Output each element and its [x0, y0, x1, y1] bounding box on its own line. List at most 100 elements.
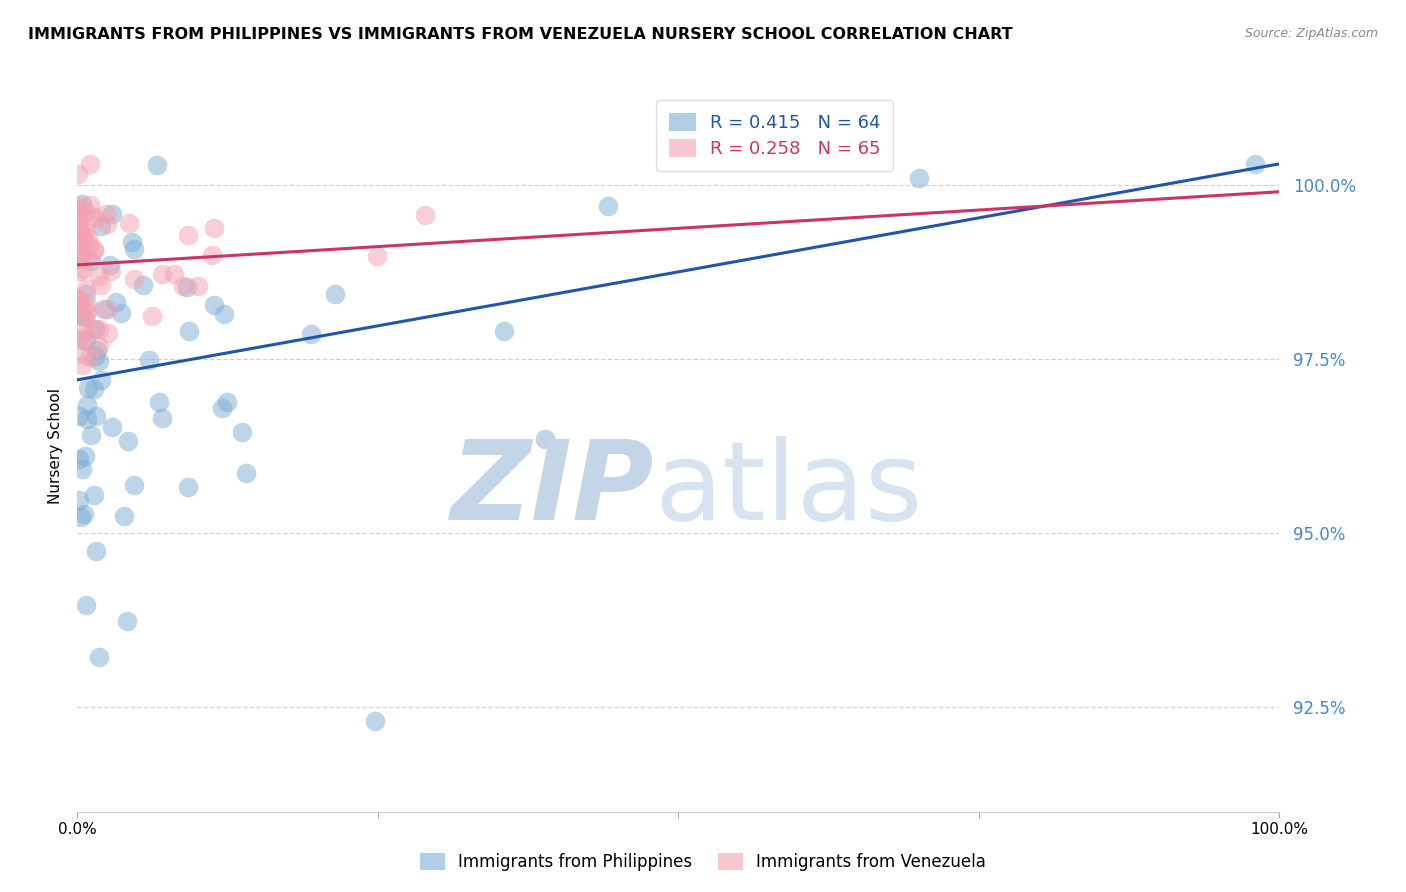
- Point: [75, 281, 97, 295]
- Point: [79, 351, 101, 365]
- Point: [492, 324, 515, 338]
- Point: [66, 292, 89, 306]
- Point: [80, 427, 103, 442]
- Point: [67, 202, 90, 217]
- Point: [115, 614, 138, 628]
- Point: [69, 331, 91, 345]
- Point: [79, 157, 101, 171]
- Point: [70, 334, 93, 348]
- Point: [177, 324, 200, 338]
- Point: [150, 410, 173, 425]
- Point: [1244, 157, 1267, 171]
- Point: [96, 206, 118, 220]
- Point: [84, 211, 107, 225]
- Point: [90, 373, 112, 387]
- Point: [73, 449, 96, 463]
- Point: [211, 401, 233, 415]
- Point: [96, 217, 118, 231]
- Point: [66, 252, 89, 267]
- Point: [118, 216, 141, 230]
- Point: [212, 307, 235, 321]
- Point: [87, 650, 110, 665]
- Point: [67, 493, 90, 508]
- Point: [299, 326, 322, 341]
- Point: [66, 199, 89, 213]
- Point: [67, 294, 90, 309]
- Point: [69, 222, 91, 236]
- Point: [110, 306, 132, 320]
- Point: [69, 510, 91, 524]
- Point: [70, 251, 93, 265]
- Point: [79, 197, 101, 211]
- Point: [146, 158, 169, 172]
- Point: [67, 409, 90, 423]
- Point: [67, 220, 90, 235]
- Point: [121, 235, 143, 249]
- Point: [908, 171, 931, 186]
- Point: [215, 394, 238, 409]
- Point: [86, 343, 108, 357]
- Point: [366, 249, 388, 263]
- Point: [66, 237, 89, 252]
- Text: ZIP: ZIP: [451, 436, 654, 543]
- Point: [124, 242, 146, 256]
- Point: [122, 478, 145, 492]
- Point: [67, 307, 90, 321]
- Point: [66, 235, 89, 249]
- Point: [77, 230, 100, 244]
- Point: [150, 268, 173, 282]
- Point: [67, 452, 90, 467]
- Point: [96, 301, 118, 316]
- Point: [364, 714, 387, 728]
- Point: [84, 409, 107, 423]
- Point: [112, 509, 135, 524]
- Point: [323, 286, 346, 301]
- Point: [87, 339, 110, 353]
- Point: [69, 297, 91, 311]
- Point: [76, 302, 98, 317]
- Point: [89, 322, 111, 336]
- Point: [83, 244, 105, 258]
- Point: [93, 302, 115, 317]
- Point: [79, 254, 101, 268]
- Point: [83, 242, 105, 256]
- Point: [70, 309, 93, 323]
- Point: [201, 248, 224, 262]
- Point: [131, 277, 153, 292]
- Legend: R = 0.415   N = 64, R = 0.258   N = 65: R = 0.415 N = 64, R = 0.258 N = 65: [657, 100, 893, 170]
- Point: [72, 262, 94, 277]
- Point: [84, 322, 107, 336]
- Point: [83, 488, 105, 502]
- Point: [73, 310, 96, 324]
- Point: [83, 211, 105, 225]
- Point: [235, 466, 257, 480]
- Point: [83, 349, 105, 363]
- Point: [89, 354, 111, 368]
- Point: [77, 381, 100, 395]
- Point: [75, 287, 97, 301]
- Point: [534, 432, 557, 446]
- Y-axis label: Nursery School: Nursery School: [48, 388, 63, 504]
- Point: [90, 219, 112, 233]
- Point: [138, 353, 160, 368]
- Point: [596, 198, 619, 212]
- Point: [70, 229, 93, 244]
- Point: [98, 258, 121, 272]
- Point: [82, 321, 104, 335]
- Point: [76, 398, 98, 412]
- Point: [231, 425, 253, 439]
- Point: [75, 204, 97, 219]
- Point: [84, 543, 107, 558]
- Point: [69, 248, 91, 262]
- Point: [67, 264, 90, 278]
- Point: [96, 326, 118, 341]
- Point: [89, 269, 111, 284]
- Point: [72, 243, 94, 257]
- Point: [70, 197, 93, 211]
- Point: [70, 358, 93, 372]
- Point: [202, 298, 225, 312]
- Point: [413, 208, 436, 222]
- Point: [67, 298, 90, 312]
- Point: [75, 598, 97, 612]
- Point: [73, 348, 96, 362]
